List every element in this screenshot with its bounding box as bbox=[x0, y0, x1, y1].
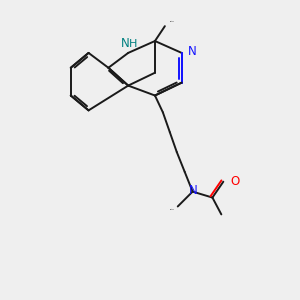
Text: methyl: methyl bbox=[170, 209, 175, 210]
Text: N: N bbox=[121, 38, 130, 50]
Text: H: H bbox=[129, 39, 137, 49]
Text: N: N bbox=[188, 45, 196, 58]
Text: N: N bbox=[189, 184, 198, 197]
Text: O: O bbox=[230, 175, 239, 188]
Text: methyl: methyl bbox=[170, 21, 175, 22]
